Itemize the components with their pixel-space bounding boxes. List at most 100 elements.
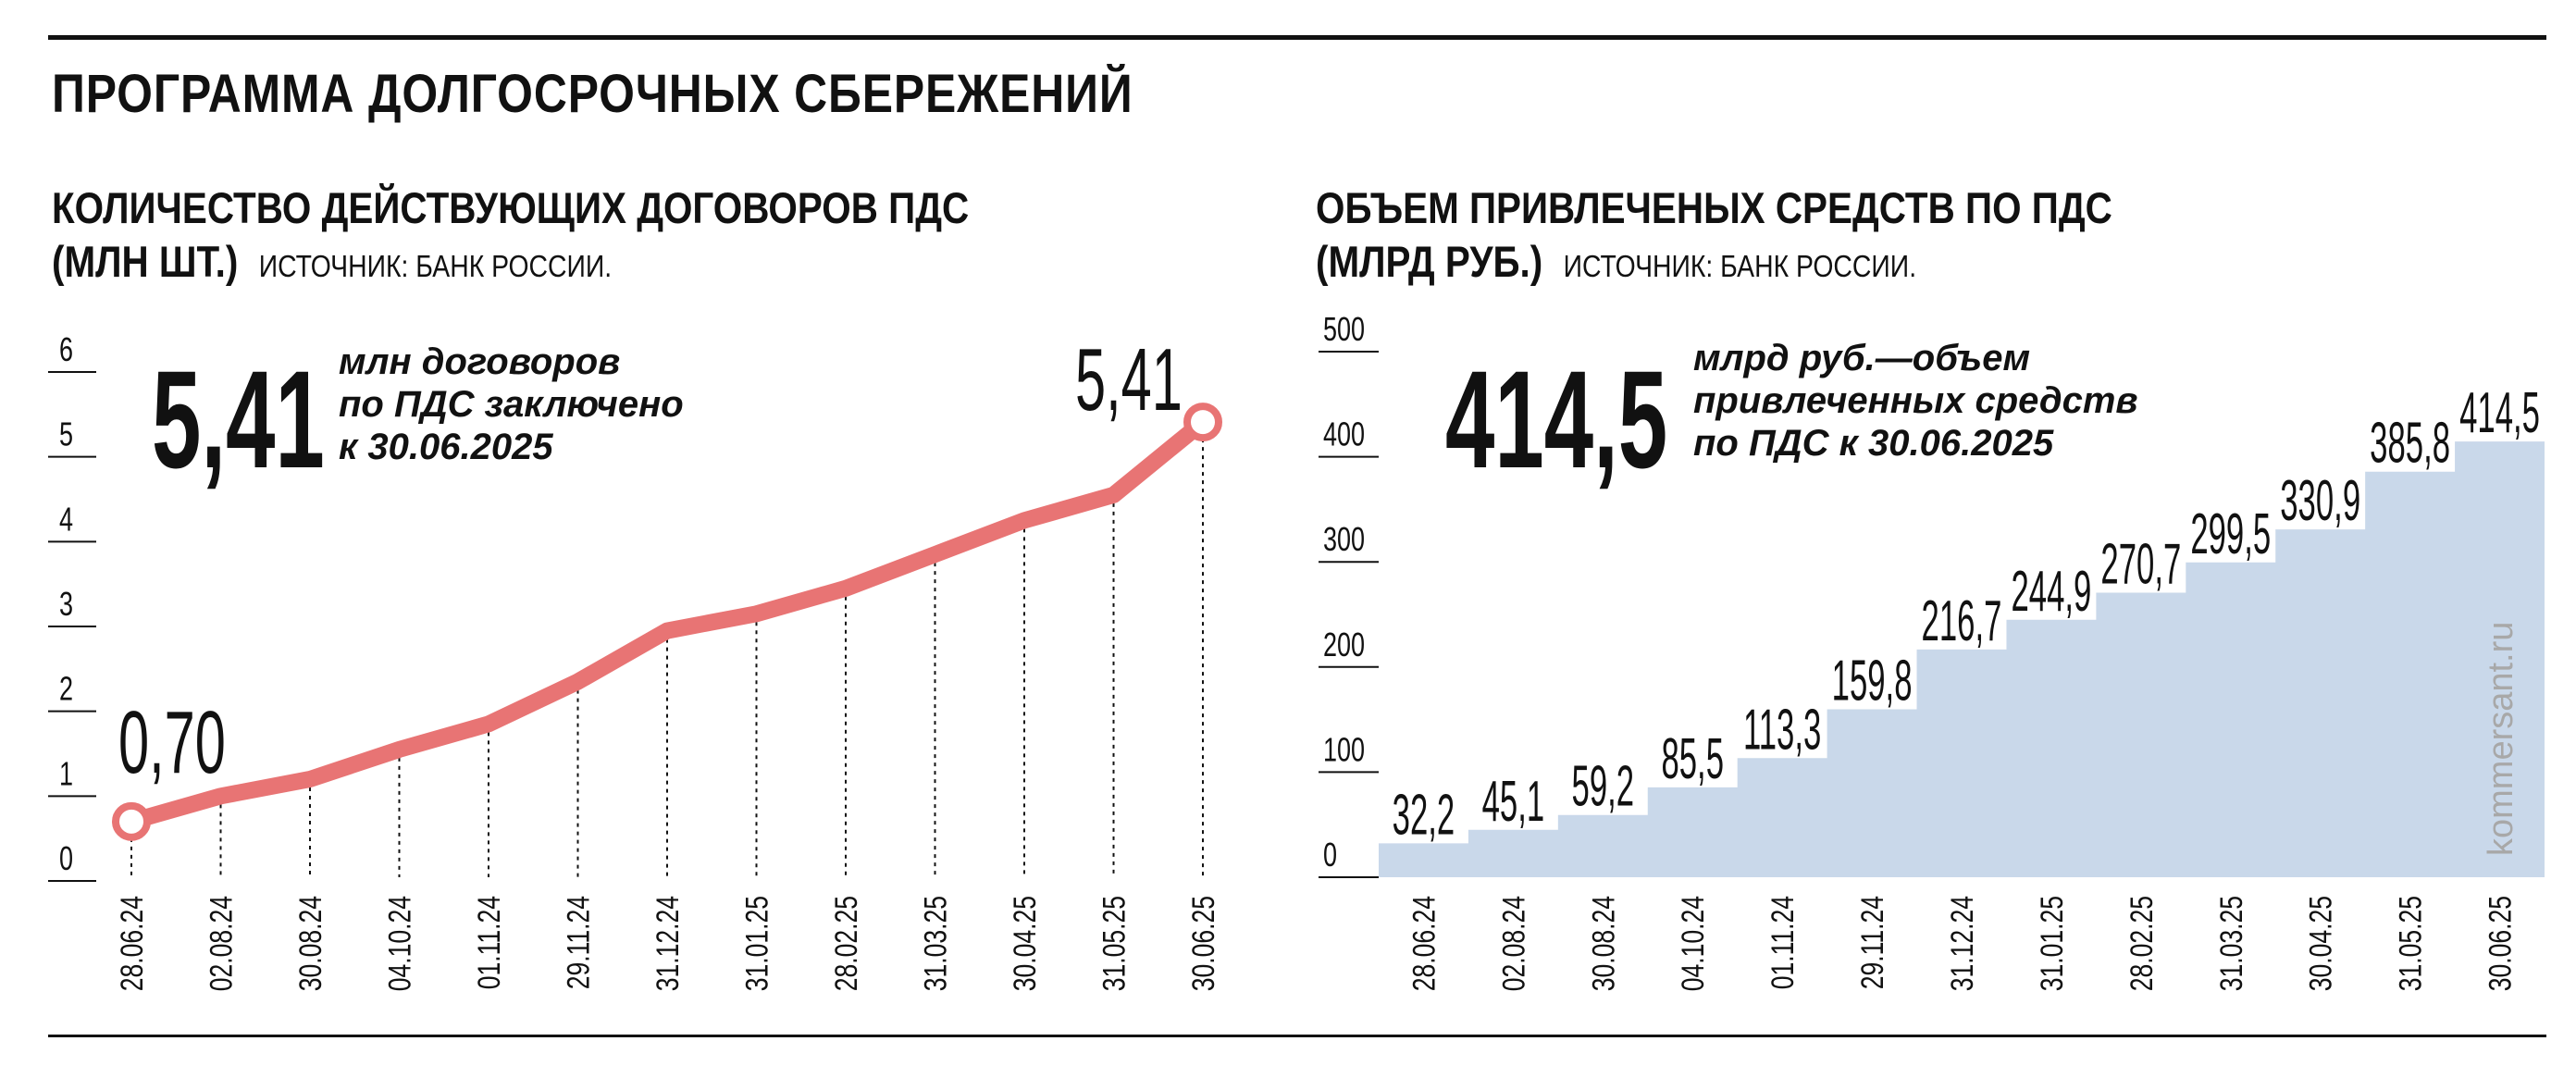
funds-series-area (1379, 441, 2545, 877)
value-label-backdrop (1830, 642, 1913, 708)
page-title: ПРОГРАММА ДОЛГОСРОЧНЫХ СБЕРЕЖЕНИЙ (52, 64, 1133, 124)
left-title-line2-wrap: (МЛН ШТ.) ИСТОЧНИК: БАНК РОССИИ. (52, 235, 969, 293)
right-x-tick-label: 31.05.25 (2394, 896, 2429, 991)
left-x-tick-label: 02.08.24 (204, 896, 239, 991)
value-label-backdrop (2279, 463, 2362, 528)
right-x-tick-label: 29.11.24 (1855, 896, 1890, 989)
value-label: 270,7 (2100, 532, 2181, 596)
right-note-line3: по ПДС к 30.06.2025 (1693, 423, 2054, 464)
right-x-tick-label: 28.02.25 (2124, 896, 2160, 991)
right-y-tick-label: 400 (1323, 415, 1365, 453)
left-big-number: 5,41 (152, 341, 325, 497)
left-end-marker (112, 801, 151, 841)
right-y-tick-label: 500 (1323, 310, 1365, 348)
right-x-axis-labels: 28.06.24 02.08.24 30.08.24 04.10.24 01.11.24… (1406, 896, 2518, 991)
left-x-tick-label: 31.03.25 (918, 896, 953, 991)
value-label: 216,7 (1922, 589, 2002, 652)
right-y-axis: 0 100 200 300 400 500 (1319, 310, 1379, 878)
value-label-backdrop (2099, 526, 2183, 591)
right-y-tick-label: 200 (1323, 626, 1365, 663)
value-label-backdrop (1471, 762, 1554, 828)
value-label: 45,1 (1482, 769, 1545, 833)
right-x-tick-label: 04.10.24 (1676, 896, 1711, 991)
right-x-tick-label: 31.01.25 (2035, 896, 2070, 991)
left-drop-lines (130, 422, 1204, 877)
left-y-tick-label: 5 (59, 415, 73, 453)
value-label-backdrop (2369, 404, 2452, 470)
value-label: 385,8 (2370, 411, 2450, 475)
left-note-line3: к 30.06.2025 (339, 427, 553, 467)
value-label: 113,3 (1743, 698, 1821, 762)
right-x-tick-label: 31.03.25 (2214, 896, 2249, 991)
left-y-tick-label: 1 (59, 755, 73, 793)
value-label: 244,9 (2011, 559, 2091, 623)
left-y-tick-label: 2 (59, 670, 73, 708)
right-chart-title: ОБЪЕМ ПРИВЛЕЧЕНЫХ СРЕДСТВ ПО ПДС (МЛРД Р… (1316, 181, 2112, 293)
contracts-line-chart: 0 1 2 3 4 5 6 28.06.24 02.08.24 30.08.24 04.10.24… (48, 329, 1222, 991)
left-x-tick-label: 30.08.24 (293, 896, 328, 991)
top-rule (48, 35, 2546, 40)
value-label: 85,5 (1661, 726, 1724, 790)
left-x-axis-labels: 28.06.24 02.08.24 30.08.24 04.10.24 01.11.24… (115, 896, 1221, 991)
watermark-text: kommersant.ru (2482, 622, 2520, 856)
right-x-tick-label: 28.06.24 (1406, 896, 1442, 991)
left-x-tick-label: 31.01.25 (739, 896, 774, 991)
left-chart-title: КОЛИЧЕСТВО ДЕЙСТВУЮЩИХ ДОГОВОРОВ ПДС (МЛ… (52, 181, 969, 293)
value-label-backdrop (1920, 582, 2003, 648)
right-y-tick-label: 100 (1323, 731, 1365, 769)
right-x-tick-label: 31.12.24 (1945, 896, 1980, 991)
right-title-line2-wrap: (МЛРД РУБ.) ИСТОЧНИК: БАНК РОССИИ. (1316, 235, 2112, 293)
bottom-rule (48, 1035, 2546, 1037)
left-x-tick-label: 28.06.24 (115, 896, 150, 991)
left-y-tick-label: 0 (59, 839, 73, 877)
value-label: 414,5 (2459, 381, 2540, 445)
value-label-backdrop (2189, 495, 2273, 561)
left-x-tick-label: 31.05.25 (1096, 896, 1132, 991)
right-x-tick-label: 30.04.25 (2304, 896, 2339, 991)
left-note-line2: по ПДС заключено (339, 384, 684, 425)
left-x-tick-label: 04.10.24 (382, 896, 417, 991)
left-note-line1: млн договоров (339, 341, 621, 382)
right-y-tick-label: 300 (1323, 520, 1365, 558)
right-big-number: 414,5 (1445, 341, 1667, 497)
left-x-tick-label: 29.11.24 (561, 896, 596, 989)
left-y-tick-label: 3 (59, 585, 73, 623)
left-end-marker (1183, 403, 1222, 442)
right-note: млрд руб.—объем привлеченных средств по … (1693, 337, 2138, 465)
left-x-tick-label: 31.12.24 (650, 896, 686, 991)
right-x-tick-label: 30.06.25 (2483, 896, 2518, 991)
left-y-axis: 0 1 2 3 4 5 6 (48, 330, 96, 882)
value-label-backdrop (2010, 552, 2093, 618)
right-x-tick-label: 01.11.24 (1765, 896, 1801, 989)
value-label: 299,5 (2190, 502, 2271, 565)
contracts-series-line (123, 414, 1211, 830)
value-label: 330,9 (2280, 469, 2360, 533)
left-end-markers (112, 403, 1222, 841)
value-label-backdrop (1740, 691, 1824, 757)
value-label: 59,2 (1572, 754, 1635, 818)
right-note-line2: привлеченных средств (1693, 380, 2138, 421)
left-x-tick-label: 30.06.25 (1186, 896, 1221, 991)
right-x-tick-label: 30.08.24 (1586, 896, 1621, 991)
right-title-line1: ОБЪЕМ ПРИВЛЕЧЕНЫХ СРЕДСТВ ПО ПДС (1316, 183, 2112, 232)
right-note-line1: млрд руб.—объем (1693, 338, 2031, 378)
value-label-backdrop (1651, 720, 1734, 786)
left-note: млн договоров по ПДС заключено к 30.06.2… (339, 341, 684, 468)
left-x-tick-label: 28.02.25 (829, 896, 864, 991)
value-label-backdrop (1561, 748, 1644, 813)
value-label: 32,2 (1393, 783, 1455, 847)
value-label-backdrop (1382, 776, 1465, 842)
start-value-label: 0,70 (118, 692, 226, 791)
left-x-tick-label: 01.11.24 (472, 896, 507, 989)
left-y-tick-label: 6 (59, 330, 73, 368)
value-label: 159,8 (1832, 649, 1913, 713)
left-x-tick-label: 30.04.25 (1008, 896, 1043, 991)
right-source: ИСТОЧНИК: БАНК РОССИИ. (1563, 249, 1917, 283)
value-label-backdrop (2458, 375, 2541, 440)
right-y-tick-label: 0 (1323, 836, 1337, 874)
right-x-tick-label: 02.08.24 (1496, 896, 1531, 991)
left-title-line2: (МЛН ШТ.) (52, 237, 239, 286)
right-title-line2: (МЛРД РУБ.) (1316, 237, 1543, 286)
